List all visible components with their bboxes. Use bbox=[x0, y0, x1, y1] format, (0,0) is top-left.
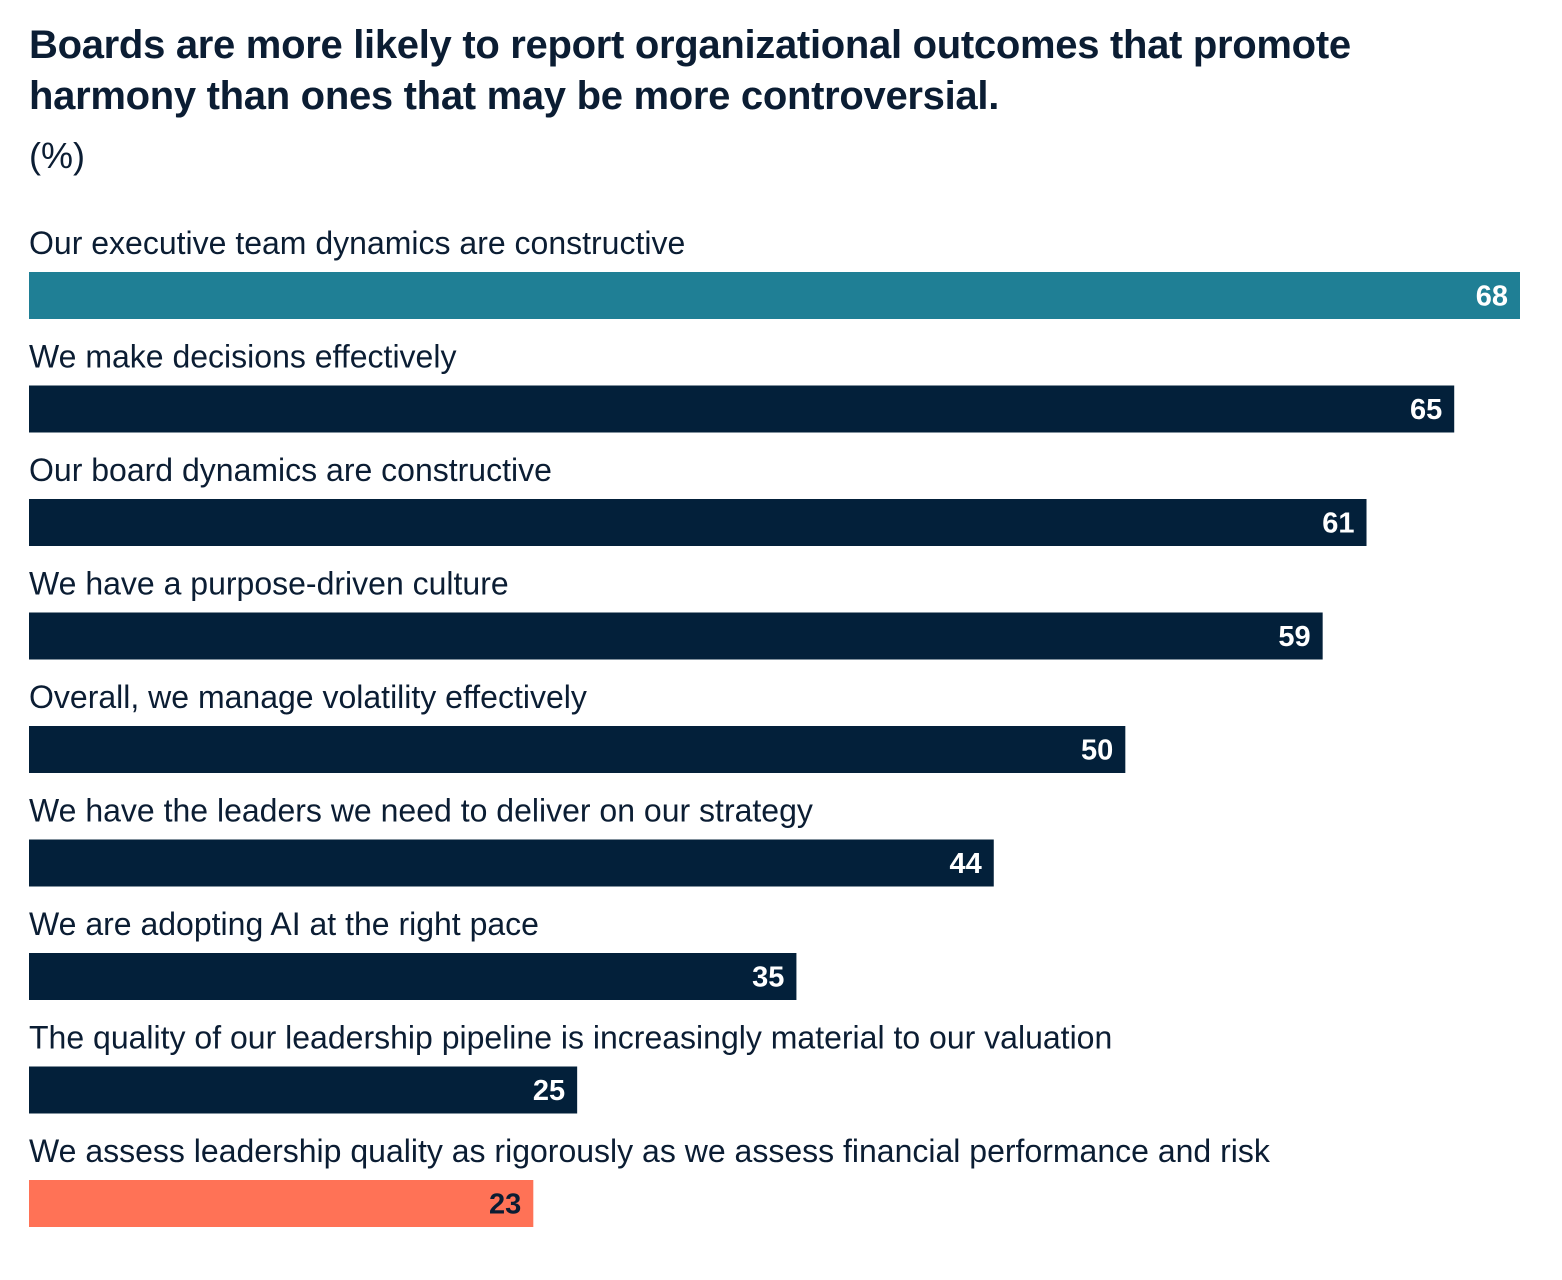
bar bbox=[29, 499, 1367, 546]
category-label: Our executive team dynamics are construc… bbox=[29, 225, 685, 261]
category-label: Overall, we manage volatility effectivel… bbox=[29, 679, 587, 715]
category-label: Our board dynamics are constructive bbox=[29, 452, 552, 488]
bar-row: We are adopting AI at the right pace 35 bbox=[29, 906, 797, 1000]
value-label: 68 bbox=[1476, 281, 1508, 313]
value-label: 61 bbox=[1322, 508, 1354, 540]
category-label: We make decisions effectively bbox=[29, 339, 456, 375]
bar-row: We have the leaders we need to deliver o… bbox=[29, 793, 994, 887]
value-label: 59 bbox=[1278, 621, 1310, 653]
category-label: We have a purpose-driven culture bbox=[29, 566, 509, 602]
bar-row: Our board dynamics are constructive 61 bbox=[29, 452, 1367, 546]
bar bbox=[29, 1180, 534, 1227]
bar-row: We make decisions effectively 65 bbox=[29, 339, 1455, 433]
bar bbox=[29, 612, 1323, 660]
bar-row: The quality of our leadership pipeline i… bbox=[29, 1020, 1112, 1114]
value-label: 44 bbox=[949, 848, 981, 880]
bar bbox=[29, 1066, 578, 1114]
bar-row: Overall, we manage volatility effectivel… bbox=[29, 679, 1126, 773]
bar-row: We have a purpose-driven culture 59 bbox=[29, 566, 1323, 660]
category-label: We have the leaders we need to deliver o… bbox=[29, 793, 813, 829]
value-label: 25 bbox=[533, 1075, 565, 1107]
bar-row: Our executive team dynamics are construc… bbox=[29, 225, 1520, 319]
bar-row: We assess leadership quality as rigorous… bbox=[29, 1133, 1271, 1227]
bar bbox=[29, 839, 994, 887]
value-label: 65 bbox=[1410, 394, 1442, 426]
category-label: The quality of our leadership pipeline i… bbox=[29, 1020, 1112, 1056]
bar bbox=[29, 385, 1455, 433]
bar bbox=[29, 272, 1520, 319]
bar bbox=[29, 953, 797, 1000]
category-label: We are adopting AI at the right pace bbox=[29, 906, 539, 942]
chart-title: Boards are more likely to report organiz… bbox=[29, 23, 1351, 118]
chart-unit-label: (%) bbox=[29, 135, 85, 176]
value-label: 50 bbox=[1081, 735, 1113, 767]
value-label: 35 bbox=[752, 962, 784, 994]
bar bbox=[29, 726, 1126, 773]
category-label: We assess leadership quality as rigorous… bbox=[29, 1133, 1271, 1169]
value-label: 23 bbox=[489, 1189, 521, 1221]
